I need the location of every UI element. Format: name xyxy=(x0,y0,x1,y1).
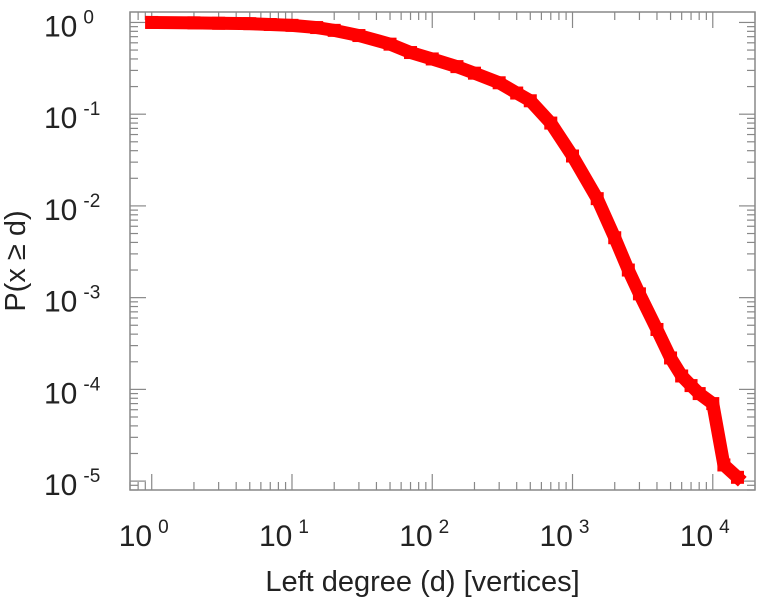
data-point xyxy=(450,60,464,74)
x-tick-exponent: 3 xyxy=(579,517,590,538)
data-point xyxy=(692,387,706,401)
data-point xyxy=(327,23,341,37)
y-tick-base: 10 xyxy=(44,377,77,410)
data-point xyxy=(544,116,558,130)
data-point xyxy=(145,15,159,29)
minor-ticks xyxy=(129,12,756,491)
data-point xyxy=(467,66,481,80)
y-tick-base: 10 xyxy=(44,286,77,319)
data-point xyxy=(621,263,635,277)
x-tick-label: 10 2 xyxy=(399,517,449,553)
x-tick-base: 10 xyxy=(119,520,152,553)
x-tick-label: 10 3 xyxy=(540,517,590,553)
major-ticks xyxy=(130,12,755,490)
x-tick-base: 10 xyxy=(540,520,573,553)
y-tick-base: 10 xyxy=(44,194,77,227)
y-tick-base: 10 xyxy=(44,10,77,43)
data-point xyxy=(212,16,226,30)
data-point xyxy=(383,37,397,51)
y-tick-label: 10 -3 xyxy=(44,283,100,319)
x-tick-exponent: 0 xyxy=(158,517,169,538)
plot-frame xyxy=(129,11,756,491)
data-point xyxy=(717,458,731,472)
series-layer xyxy=(145,15,747,487)
data-point xyxy=(510,86,524,100)
x-tick-exponent: 1 xyxy=(298,517,309,538)
y-tick-label: 10 -2 xyxy=(44,191,100,227)
x-tick-labels: 10 0 10 1 10 2 10 3 10 4 xyxy=(119,517,730,553)
data-point xyxy=(310,21,324,35)
y-tick-base: 10 xyxy=(44,469,77,502)
data-point xyxy=(706,397,720,411)
data-point xyxy=(187,16,201,30)
x-tick-base: 10 xyxy=(680,520,713,553)
x-tick-label: 10 1 xyxy=(259,517,309,553)
data-point xyxy=(632,287,646,301)
data-point xyxy=(263,17,277,31)
y-tick-base: 10 xyxy=(44,102,77,135)
x-tick-base: 10 xyxy=(399,520,432,553)
y-tick-label: 10 0 xyxy=(44,7,94,43)
data-point xyxy=(590,192,604,206)
data-point xyxy=(425,52,439,66)
y-tick-labels: 10 0 10 -1 10 -2 10 -3 10 -4 10 -5 xyxy=(44,7,101,502)
data-point xyxy=(492,76,506,90)
y-tick-label: 10 -1 xyxy=(44,99,100,135)
data-point xyxy=(404,46,418,60)
y-tick-exponent: -2 xyxy=(83,191,100,212)
x-tick-exponent: 4 xyxy=(719,517,730,538)
x-tick-label: 10 0 xyxy=(119,517,169,553)
y-tick-label: 10 -4 xyxy=(44,374,101,410)
x-tick-exponent: 2 xyxy=(439,517,450,538)
data-point xyxy=(650,322,664,336)
x-axis-title: Left degree (d) [vertices] xyxy=(265,566,579,598)
x-tick-label: 10 4 xyxy=(680,517,730,553)
data-point xyxy=(285,18,299,32)
data-point xyxy=(608,231,622,245)
y-tick-exponent: -3 xyxy=(83,283,100,304)
y-axis-title: P(x ≥ d) xyxy=(0,210,32,311)
y-tick-exponent: -4 xyxy=(83,374,100,395)
y-tick-exponent: -1 xyxy=(83,99,100,120)
y-tick-exponent: 0 xyxy=(83,7,94,28)
y-tick-exponent: -5 xyxy=(83,466,100,487)
y-tick-label: 10 -5 xyxy=(44,466,100,502)
data-point xyxy=(352,29,366,43)
data-point xyxy=(243,17,257,31)
x-tick-base: 10 xyxy=(259,520,292,553)
data-point xyxy=(566,149,580,163)
data-point xyxy=(664,351,678,365)
data-point xyxy=(523,94,537,108)
data-point xyxy=(730,470,744,484)
